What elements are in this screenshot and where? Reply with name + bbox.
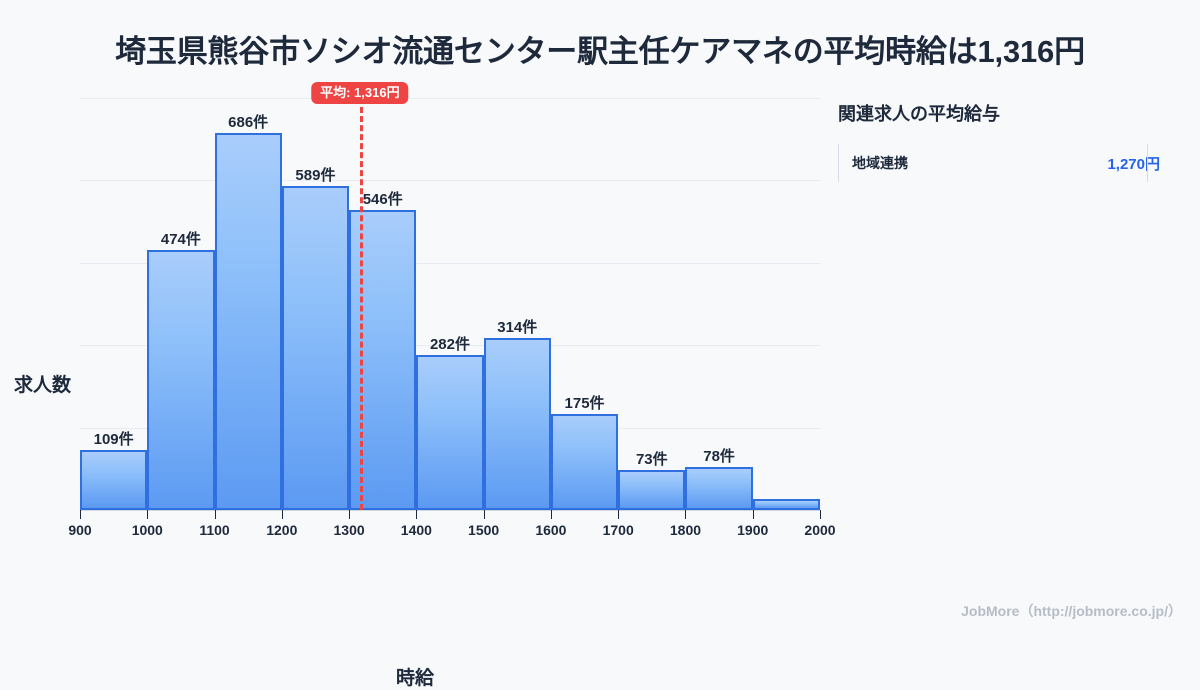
bar-value-label: 474件 [160,230,201,248]
bar-value-label: 589件 [295,167,336,185]
related-salary-panel: 関連求人の平均給与 地域連携 1,270円 [838,100,1188,182]
mean-value-badge: 平均: 1,316円 [311,82,409,104]
x-tick-label: 1000 [131,522,163,538]
x-tick-label: 1500 [468,522,500,538]
histogram-bar [80,450,148,510]
bar-value-label: 686件 [228,114,269,132]
x-tick-mark [214,510,216,519]
gridline [80,263,820,264]
x-tick-mark [416,510,418,519]
histogram-bar [416,355,484,510]
histogram-bar [483,337,551,510]
x-tick-label: 1800 [669,522,702,538]
plot-area: 109件 474件 686件 589件 546件 282件 314件 175件 73件 78件 90… [68,82,836,538]
x-tick-mark [685,510,687,519]
histogram-bar [752,499,820,510]
bar-value-label: 175件 [564,394,605,412]
x-tick-mark [349,510,351,519]
related-salary-row-value: 1,270円 [1107,155,1160,173]
related-salary-list: 地域連携 1,270円 [838,144,1188,182]
bar-value-label: 78件 [703,448,735,466]
bar-value-label: 109件 [93,431,134,449]
x-tick-mark [483,510,485,519]
histogram-bar [281,186,350,510]
bar-value-label: 282件 [429,336,470,354]
histogram-bar [550,413,619,510]
x-tick-label: 1600 [535,522,567,538]
infographic-root: 埼玉県熊谷市ソシオ流通センター駅主任ケアマネの平均時給は1,316円 求人数 1… [0,34,1188,689]
histogram-bar [147,249,215,510]
gridline [80,98,820,99]
y-axis-title: 求人数 [14,375,72,396]
gridline [80,345,820,346]
x-tick-label: 1900 [737,522,769,538]
x-axis-line [80,510,820,511]
x-tick-mark [550,510,552,519]
bar-value-label: 314件 [497,318,538,336]
x-tick-label: 1100 [199,522,230,538]
x-tick-mark [618,510,620,519]
x-tick-label: 900 [68,522,92,538]
bar-value-label: 546件 [362,191,403,209]
x-tick-mark [80,510,81,519]
footer-credit: JobMore（http://jobmore.co.jp/） [961,603,1182,619]
related-salary-row-label: 地域連携 [852,155,908,171]
mean-line [359,98,363,510]
x-tick-label: 1300 [333,522,365,538]
x-axis-title: 時給 [395,668,434,689]
x-tick-mark [820,510,821,519]
x-tick-label: 1700 [602,522,634,538]
bar-value-label: 73件 [635,450,668,468]
histogram-bar [685,467,753,510]
histogram-chart: 求人数 109件 474件 686件 589件 546件 282件 314件 175件 73件 7… [0,82,836,689]
related-salary-row: 地域連携 1,270円 [838,144,1188,182]
related-salary-heading: 関連求人の平均給与 [838,104,1000,124]
x-tick-mark [147,510,149,519]
histogram-bar [214,133,282,510]
page-title: 埼玉県熊谷市ソシオ流通センター駅主任ケアマネの平均時給は1,316円 [115,34,1085,69]
histogram-bar [618,469,686,510]
x-tick-mark [752,510,754,519]
x-tick-label: 1200 [266,522,298,538]
x-tick-label: 2000 [804,522,836,538]
x-tick-label: 1400 [400,522,432,538]
x-tick-mark [281,510,283,519]
gridline [80,180,820,181]
